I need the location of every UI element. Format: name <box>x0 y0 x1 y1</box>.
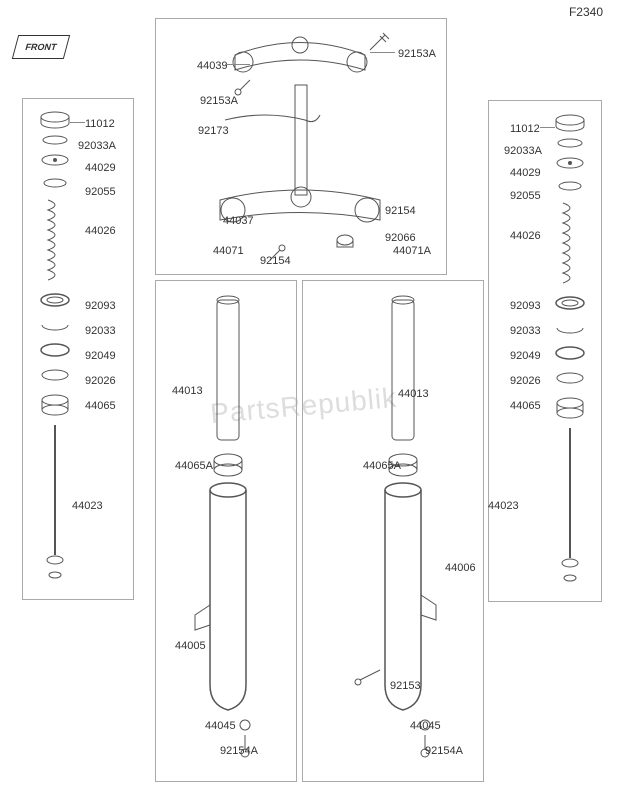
part-label-92033: 92033 <box>510 325 541 337</box>
part-label-92154A: 92154A <box>425 745 463 757</box>
part-label-44023: 44023 <box>72 500 103 512</box>
part-label-11012: 11012 <box>510 123 540 135</box>
leader-line <box>70 122 85 123</box>
part-label-44045: 44045 <box>205 720 236 732</box>
part-label-44071: 44071 <box>213 245 244 257</box>
part-label-92033A: 92033A <box>78 140 116 152</box>
part-label-92093: 92093 <box>85 300 116 312</box>
part-label-92055: 92055 <box>510 190 541 202</box>
part-label-44045: 44045 <box>410 720 441 732</box>
part-label-11012: 11012 <box>85 118 115 130</box>
part-label-44026: 44026 <box>85 225 116 237</box>
part-label-92026: 92026 <box>85 375 116 387</box>
front-badge: FRONT <box>12 35 70 59</box>
part-label-44029: 44029 <box>85 162 116 174</box>
part-label-92049: 92049 <box>85 350 116 362</box>
part-label-92153A: 92153A <box>200 95 238 107</box>
part-label-92033: 92033 <box>85 325 116 337</box>
part-label-44013: 44013 <box>172 385 203 397</box>
part-label-92154: 92154 <box>385 205 416 217</box>
part-label-44065A: 44065A <box>363 460 401 472</box>
part-label-92093: 92093 <box>510 300 541 312</box>
diagram-code: F2340 <box>569 5 603 19</box>
part-label-44065: 44065 <box>85 400 116 412</box>
leader-line <box>225 64 250 65</box>
part-label-92033A: 92033A <box>504 145 542 157</box>
part-label-44023: 44023 <box>488 500 519 512</box>
part-label-44037: 44037 <box>223 215 254 227</box>
part-label-44039: 44039 <box>197 60 228 72</box>
part-left-fork <box>175 295 285 770</box>
part-label-44029: 44029 <box>510 167 541 179</box>
part-label-44026: 44026 <box>510 230 541 242</box>
part-label-92055: 92055 <box>85 186 116 198</box>
part-label-92066: 92066 <box>385 232 416 244</box>
leader-line <box>370 52 395 53</box>
part-label-92173: 92173 <box>198 125 229 137</box>
part-label-92153A: 92153A <box>398 48 436 60</box>
part-label-44065A: 44065A <box>175 460 213 472</box>
part-label-92154: 92154 <box>260 255 291 267</box>
leader-line <box>540 127 555 128</box>
part-label-92049: 92049 <box>510 350 541 362</box>
part-label-44006: 44006 <box>445 562 476 574</box>
part-label-44005: 44005 <box>175 640 206 652</box>
part-label-92153: 92153 <box>390 680 421 692</box>
part-label-44071A: 44071A <box>393 245 431 257</box>
part-label-44013: 44013 <box>398 388 429 400</box>
part-right-stack <box>545 108 615 598</box>
part-label-92026: 92026 <box>510 375 541 387</box>
part-label-92154A: 92154A <box>220 745 258 757</box>
part-label-44065: 44065 <box>510 400 541 412</box>
front-label: FRONT <box>24 42 58 52</box>
part-right-fork <box>330 295 470 770</box>
